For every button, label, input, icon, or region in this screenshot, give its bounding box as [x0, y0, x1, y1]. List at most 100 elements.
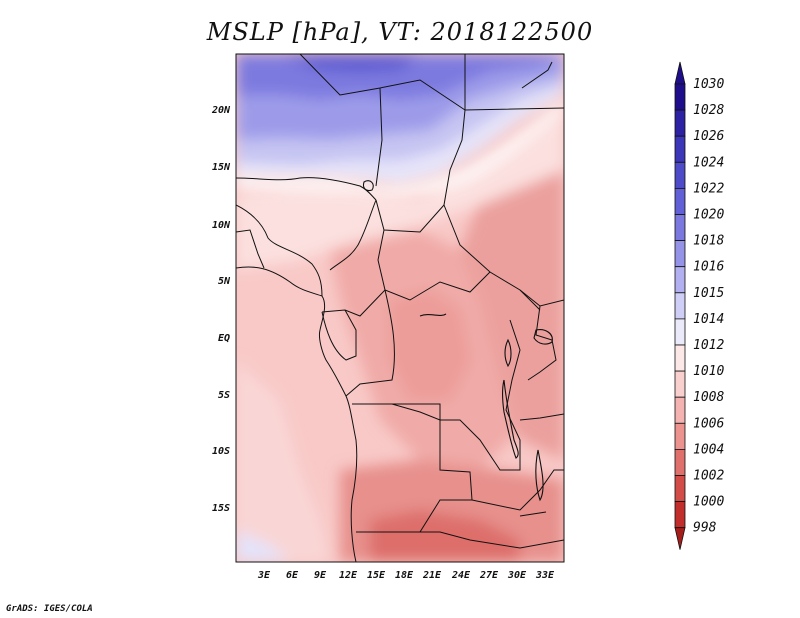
field-southwest-pale [236, 530, 290, 562]
lat-label-15s: 15S [212, 503, 230, 514]
border-red-sea [521, 61, 553, 89]
colorbar-swatch-1008 [674, 396, 686, 424]
colorbar-swatch-1026 [674, 135, 686, 163]
colorbar-label-1024: 1024 [693, 155, 724, 170]
lon-label-27e: 27E [479, 570, 499, 581]
lon-label-33e: 33E [535, 570, 555, 581]
border-zambia [471, 469, 564, 511]
lake-tanganyika [501, 379, 519, 459]
border-congo-drc [345, 289, 395, 397]
lon-label-21e: 21E [422, 570, 442, 581]
border-west-africa [236, 204, 323, 297]
colorbar-label-1022: 1022 [693, 181, 724, 196]
colorbar-label-1026: 1026 [693, 129, 724, 144]
lon-label-3e: 3E [257, 570, 271, 581]
river-congo [419, 313, 447, 317]
field-east-low [460, 170, 564, 460]
lon-label-18e: 18E [395, 570, 414, 581]
colorbar: 1030 1028 1026 1024 1022 1020 1018 1016 1015 1014… [674, 61, 724, 550]
lake-chad [362, 180, 374, 192]
lon-label-6e: 6E [286, 570, 299, 581]
border-car-south [377, 229, 491, 301]
border-west-2 [236, 229, 265, 269]
colorbar-swatch-1014 [674, 318, 686, 346]
colorbar-swatch-1024 [674, 161, 686, 189]
lake-victoria [533, 329, 553, 345]
colorbar-label-1014: 1014 [693, 312, 724, 327]
colorbar-swatch-1000 [674, 501, 686, 529]
colorbar-swatch-1006 [674, 422, 686, 450]
colorbar-label-1016: 1016 [693, 260, 724, 275]
colorbar-swatch-1018 [674, 240, 686, 268]
lon-label-15e: 15E [367, 570, 386, 581]
border-drc-east [352, 319, 521, 471]
lat-label-10s: 10S [212, 446, 230, 457]
field-light-pink [236, 110, 564, 270]
field-south-deep [370, 510, 520, 562]
colorbar-label-1002: 1002 [693, 469, 724, 484]
colorbar-swatch-1016 [674, 266, 686, 294]
colorbar-label-1010: 1010 [693, 364, 724, 379]
lat-label-5n: 5N [218, 276, 231, 287]
lat-label-10n: 10N [212, 220, 231, 231]
colorbar-label-1015: 1015 [693, 286, 724, 301]
lat-label-15n: 15N [212, 162, 231, 173]
border-libya-chad [375, 87, 383, 187]
colorbar-swatch-1030 [674, 83, 686, 111]
field-central-core [390, 290, 470, 400]
colorbar-label-998: 998 [693, 521, 717, 536]
grads-credit: GrADS: IGES/COLA [6, 604, 93, 614]
lat-label-eq: EQ [218, 333, 230, 344]
colorbar-swatch-1002 [674, 475, 686, 503]
lakes [362, 180, 553, 517]
colorbar-swatch-1010 [674, 370, 686, 398]
colorbar-arrow-top [674, 61, 686, 85]
border-tanzania [519, 413, 564, 421]
colorbar-label-1004: 1004 [693, 442, 724, 457]
colorbar-label-1008: 1008 [693, 390, 724, 405]
lat-label-5s: 5S [218, 390, 230, 401]
colorbar-swatch-1012 [674, 344, 686, 372]
border-angola [356, 403, 473, 533]
coastline-west [236, 266, 358, 562]
border-gabon [321, 309, 357, 361]
border-gabon-congo [321, 289, 386, 317]
border-namibia [356, 531, 564, 549]
border-sudan [443, 109, 541, 311]
border-car-chad [375, 199, 445, 233]
colorbar-swatch-1028 [674, 109, 686, 137]
colorbar-label-1020: 1020 [693, 208, 724, 223]
colorbar-label-1018: 1018 [693, 234, 724, 249]
colorbar-label-1028: 1028 [693, 103, 724, 118]
colorbar-label-1012: 1012 [693, 338, 724, 353]
colorbar-swatch-1004 [674, 448, 686, 476]
lon-axis: 3E 6E 9E 12E 15E 18E 21E 24E 27E 30E 33E [257, 570, 555, 581]
pressure-field [236, 54, 564, 562]
lake-malawi [535, 449, 544, 502]
border-sahel [236, 177, 377, 201]
colorbar-swatch-1020 [674, 214, 686, 242]
colorbar-label-1000: 1000 [693, 495, 724, 510]
lat-label-20n: 20N [211, 105, 231, 116]
colorbar-swatch-1015 [674, 292, 686, 320]
plot-frame [235, 53, 565, 563]
map-title: MSLP [hPa], VT: 2018122500 [206, 18, 594, 46]
colorbar-label-1006: 1006 [693, 416, 724, 431]
field-transition-white [236, 100, 564, 196]
lon-label-30e: 30E [507, 570, 527, 581]
border-egypt-sudan [464, 54, 564, 111]
lake-kivu [504, 338, 512, 368]
lon-label-24e: 24E [451, 570, 471, 581]
country-borders [236, 54, 564, 562]
lon-label-9e: 9E [314, 570, 327, 581]
field-north-core [280, 54, 420, 72]
lat-axis: 20N 15N 10N 5N EQ 5S 10S 15S [211, 105, 231, 514]
field-west-pale [236, 360, 330, 562]
colorbar-swatch-1022 [674, 187, 686, 215]
lake-kariba [519, 511, 547, 517]
colorbar-label-1030: 1030 [693, 77, 724, 92]
colorbar-arrow-bottom [674, 527, 686, 550]
border-nigeria-cameroon [329, 199, 377, 271]
lon-label-12e: 12E [339, 570, 358, 581]
